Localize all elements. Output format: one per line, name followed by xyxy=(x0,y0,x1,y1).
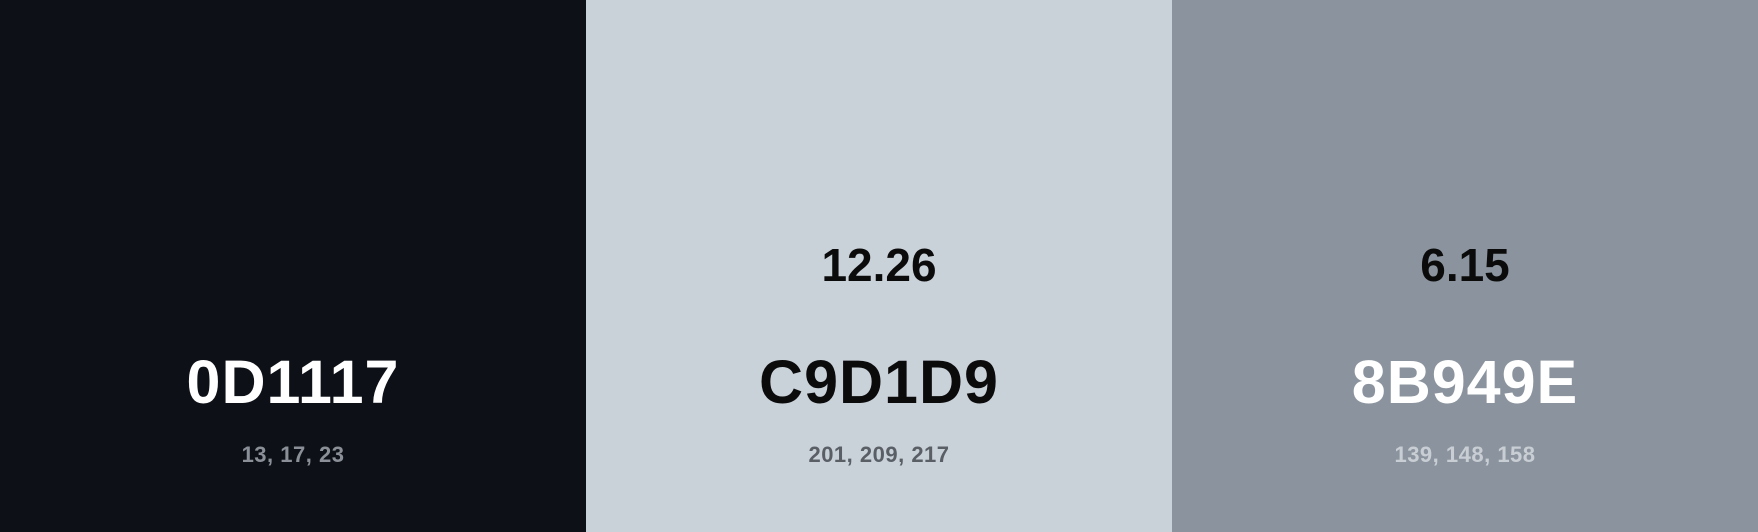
rgb-values: 139, 148, 158 xyxy=(1394,442,1536,467)
color-swatch[interactable]: 6.15 8B949E 139, 148, 158 xyxy=(1172,0,1758,532)
hex-code: 0D1117 xyxy=(186,348,400,416)
contrast-ratio: 12.26 xyxy=(821,239,937,291)
hex-code: C9D1D9 xyxy=(759,348,999,416)
rgb-values: 13, 17, 23 xyxy=(241,442,345,467)
contrast-ratio: 6.15 xyxy=(1420,239,1510,291)
hex-code: 8B949E xyxy=(1351,348,1579,416)
color-swatch[interactable]: 0D1117 13, 17, 23 xyxy=(0,0,586,532)
color-swatch[interactable]: 12.26 C9D1D9 201, 209, 217 xyxy=(586,0,1172,532)
rgb-values: 201, 209, 217 xyxy=(808,442,950,467)
